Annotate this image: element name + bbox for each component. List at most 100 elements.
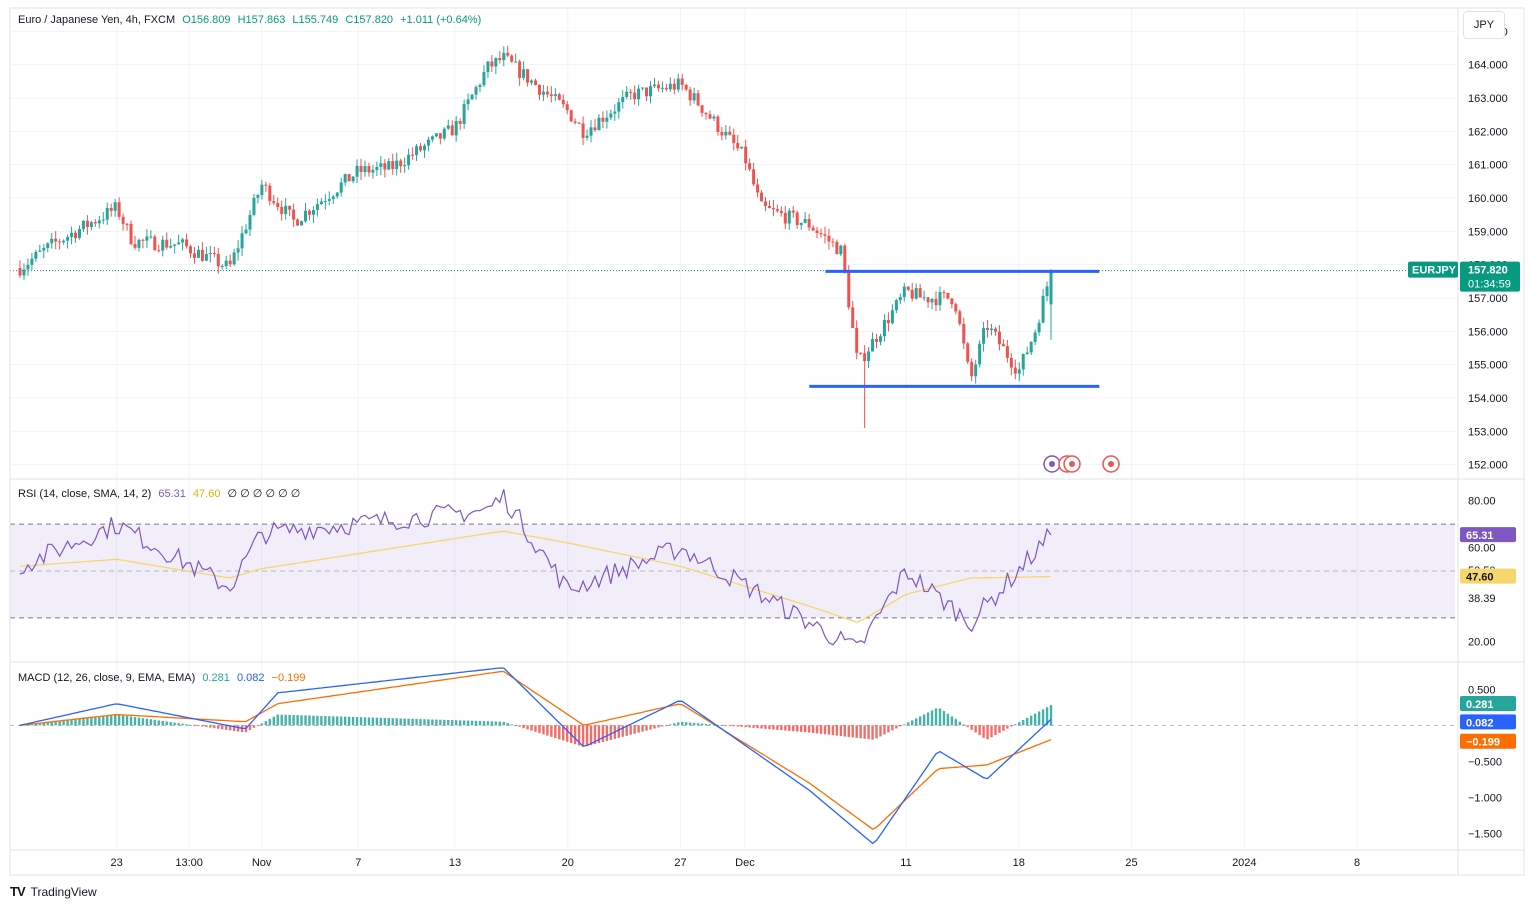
macd-histogram-bar [669,724,672,726]
candle-body [125,223,129,225]
candle-body [926,297,930,303]
price-tick-label: 152.000 [1468,460,1508,472]
macd-histogram-bar [796,725,799,732]
candle-body [629,91,633,93]
macd-histogram-bar [42,722,45,726]
candle-body [863,353,867,362]
rsi-title[interactable]: RSI (14, close, SMA, 14, 2) [18,488,152,500]
candle-body [117,202,121,217]
candle-body [922,297,926,299]
macd-histogram-bar [137,717,141,726]
price-tick-label: 163.000 [1468,93,1508,105]
macd-histogram-bar [82,718,85,726]
macd-histogram-bar [692,722,696,726]
macd-histogram-bar [597,725,601,744]
candle-body [938,292,942,306]
rsi-ma-line [19,530,1052,623]
event-markers[interactable] [1043,455,1120,473]
candle-body [474,87,478,95]
macd-title[interactable]: MACD (12, 26, close, 9, EMA, EMA) [18,672,196,684]
candle-body [446,125,450,129]
macd-histogram-bar [1045,707,1049,726]
candle-body [415,146,419,156]
candle-body [478,85,482,88]
macd-histogram-bar [383,717,387,726]
macd-histogram-bar [379,717,383,726]
macd-histogram-bar [74,719,77,726]
ohlc-open: O156.809 [182,14,231,26]
candle-body [42,248,46,251]
macd-histogram-bar [185,724,188,726]
candle-body [633,92,637,100]
macd-histogram-bar [926,712,930,726]
candle-body [878,336,882,342]
candle-body [541,91,545,95]
macd-histogram-bar [863,725,866,739]
macd-histogram-bar [375,717,379,726]
macd-histogram-bar [744,725,747,728]
macd-histogram-bar [272,716,275,726]
macd-histogram-bar [954,719,958,726]
macd-histogram-bar [189,724,192,726]
price-candles [18,45,1053,428]
candle-body [958,311,962,324]
candle-body [656,84,660,89]
candle-body [910,289,914,299]
macd-histogram-bar [284,714,287,726]
macd-histogram-bar [324,716,327,726]
macd-histogram-bar [633,725,636,734]
macd-histogram-bar [855,725,858,738]
candle-body [1025,352,1029,354]
candle-body [46,243,50,249]
candle-body [196,249,200,258]
candle-body [641,87,645,89]
macd-histogram-bar [700,723,704,726]
candle-body [292,209,296,220]
candle-body [1009,357,1013,368]
candle-body [149,236,153,238]
currency-button[interactable]: JPY [1463,11,1505,39]
time-tick-label: 11 [900,857,911,869]
drawn-horizontal-lines[interactable] [809,269,1100,388]
macd-histogram-bar [339,716,343,726]
rsi-ma-tag-bg [1460,568,1516,584]
macd-histogram-bar [780,725,783,731]
candle-body [498,58,502,61]
candle-body [855,327,859,353]
macd-histogram-bar [110,715,113,726]
rsi-ma-value: 47.60 [192,488,221,500]
symbol-description[interactable]: Euro / Japanese Yen, 4h, FXCM [18,14,176,26]
macd-histogram-bar [918,716,922,726]
candle-body [438,133,442,139]
macd-histogram-bar [573,725,577,745]
macd-histogram-bar [847,725,850,737]
macd-histogram-bar [974,725,977,733]
macd-histogram-bar [776,725,779,730]
candle-body [775,209,779,211]
candle-body [756,184,760,193]
macd-histogram-bar [577,725,581,746]
macd-histogram-bar [962,724,965,726]
macd-histogram-bar [546,725,549,736]
candle-body [732,134,736,144]
tradingview-logo[interactable]: TV TradingView [10,884,97,899]
macd-tick-label: −0.500 [1468,756,1502,768]
macd-histogram-bar [232,725,236,731]
macd-histogram-bar [708,724,712,726]
candle-body [660,87,664,89]
macd-histogram-bar [490,721,494,726]
candle-body [954,304,958,312]
macd-histogram-bar [625,725,628,736]
candle-body [70,232,74,237]
macd-histogram-bar [724,725,728,727]
candle-body [30,258,34,265]
macd-histogram-bar [494,721,498,726]
macd-histogram-bar [803,725,807,733]
candle-body [129,223,133,245]
candle-body [1029,341,1033,353]
macd-histogram-bar [363,717,367,726]
ohlc-change: +1.011 (+0.64%) [400,14,482,26]
candle-body [331,196,335,200]
macd-histogram-bar [478,720,482,726]
